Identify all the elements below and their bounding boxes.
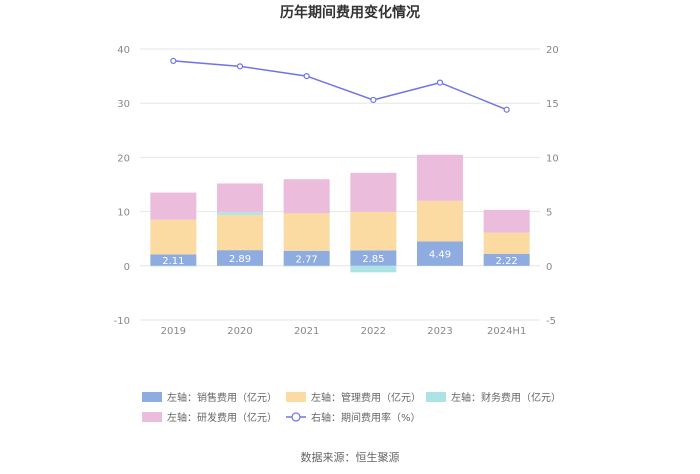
x-tick-label: 2024H1: [487, 326, 526, 337]
chart-title: 历年期间费用变化情况: [280, 4, 420, 21]
data-label: 2.85: [362, 254, 384, 265]
bar-segment: [283, 179, 330, 214]
data-label: 4.49: [429, 250, 451, 261]
left-tick-label: -10: [114, 316, 130, 327]
legend-swatch: [142, 392, 162, 402]
legend-swatch: [426, 392, 446, 402]
line-point: [236, 63, 244, 70]
bar-segment: [417, 154, 463, 201]
right-tick-label: 15: [546, 99, 559, 110]
legend-item: 右轴：期间费用率（%）: [286, 411, 421, 424]
bar-segment: [150, 192, 197, 220]
legend-item: 左轴：管理费用（亿元）: [286, 391, 421, 404]
legend: 左轴：销售费用（亿元） 左轴：管理费用（亿元） 左轴：财务费用（亿元） 左轴：研发费用…: [142, 391, 561, 424]
right-tick-label: -5: [546, 316, 556, 327]
bar-segment: [283, 213, 330, 251]
bar-segment: [483, 232, 530, 254]
bar-segment: [150, 219, 197, 255]
bar-segment: [417, 200, 463, 242]
line-point: [170, 57, 177, 65]
right-tick-label: 20: [546, 45, 559, 56]
bar-segment: [283, 250, 330, 266]
bar-segment: [283, 265, 330, 267]
x-tick-label: 2022: [361, 326, 386, 337]
bar-segment: [350, 265, 397, 273]
x-tick-label: 2021: [294, 326, 319, 337]
left-tick-label: 10: [117, 208, 130, 219]
line-point: [303, 72, 310, 80]
legend-swatch: [142, 412, 162, 422]
line-series: [170, 57, 510, 113]
legend-label: 左轴：销售费用（亿元）: [167, 391, 277, 404]
bars: 2.11 2.89 2.77 2.85 4.49 2.22: [150, 154, 530, 273]
legend-item: 左轴：财务费用（亿元）: [426, 391, 561, 404]
axes: -10 0 10 20 30 40 -5 0 5 10 15 20 2019 2020 2021 2022 20…: [114, 45, 559, 337]
legend-label: 左轴：财务费用（亿元）: [451, 391, 561, 404]
left-tick-label: 30: [117, 99, 130, 110]
left-tick-label: 20: [117, 153, 130, 164]
legend-label: 右轴：期间费用率（%）: [311, 411, 421, 424]
right-tick-label: 5: [546, 208, 552, 219]
right-tick-label: 0: [546, 262, 552, 273]
data-label: 2.89: [229, 254, 251, 265]
source-note: 数据来源：恒生聚源: [301, 450, 400, 464]
line-point: [436, 79, 444, 86]
line-path: [173, 60, 507, 111]
bar-segment: [483, 209, 530, 233]
bar-segment: [217, 250, 263, 266]
bar-segment: [217, 214, 263, 251]
legend-swatch: [286, 392, 306, 402]
legend-marker: [291, 412, 301, 422]
legend-item: 左轴：销售费用（亿元）: [142, 391, 277, 404]
legend-label: 左轴：研发费用（亿元）: [167, 411, 277, 424]
bar-segment: [350, 172, 397, 212]
bar-segment: [350, 250, 397, 266]
x-tick-label: 2019: [161, 326, 186, 337]
bar-segment: [350, 211, 397, 251]
grid: [140, 48, 540, 321]
bar-segment: [417, 241, 463, 266]
right-tick-label: 10: [546, 153, 559, 164]
bar-segment: [150, 265, 197, 267]
legend-item: 左轴：研发费用（亿元）: [142, 411, 277, 424]
line-point: [503, 106, 510, 113]
left-tick-label: 40: [117, 45, 130, 56]
bar-segment: [150, 254, 197, 266]
data-label: 2.11: [162, 256, 184, 267]
bar-segment: [217, 183, 263, 213]
x-tick-label: 2023: [427, 326, 452, 337]
bar-segment: [217, 212, 263, 215]
data-label: 2.77: [296, 254, 318, 265]
data-label: 2.22: [496, 256, 518, 267]
bar-segment: [483, 253, 530, 266]
left-tick-label: 0: [124, 262, 130, 273]
legend-label: 左轴：管理费用（亿元）: [311, 391, 421, 404]
line-point: [370, 96, 377, 104]
x-tick-label: 2020: [227, 326, 252, 337]
